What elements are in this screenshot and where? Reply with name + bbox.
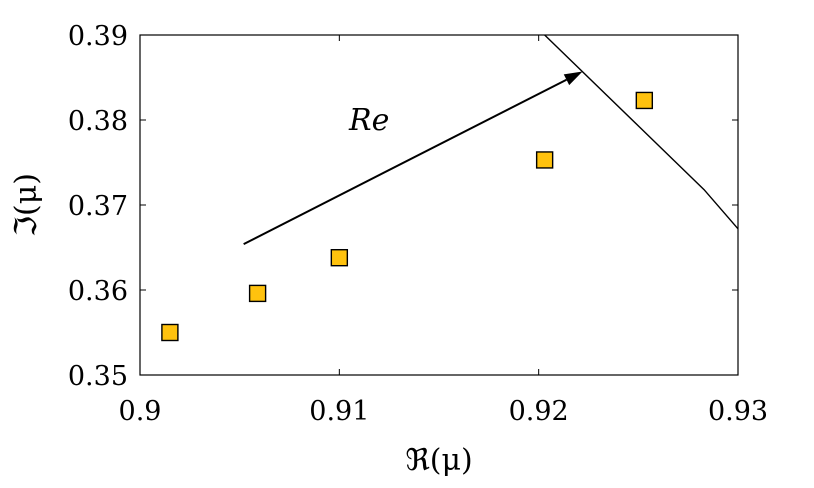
tick-labels: 0.9 0.91 0.92 0.93 0.35 0.36 0.37 0.38 0.39 <box>68 21 768 427</box>
x-tick-label: 0.91 <box>309 396 369 427</box>
y-tick-label: 0.39 <box>68 21 128 52</box>
axis-ticks <box>139 34 739 376</box>
boundary-curve-layer <box>544 35 738 230</box>
x-tick-label: 0.92 <box>509 396 569 427</box>
y-tick-label: 0.38 <box>68 106 128 137</box>
y-tick-label: 0.35 <box>68 361 128 392</box>
data-point-marker <box>161 323 179 342</box>
y-axis-title: ℑ(μ) <box>9 173 44 237</box>
x-axis-title: ℜ(μ) <box>405 443 472 478</box>
arrow-head <box>563 71 583 86</box>
x-tick-label: 0.93 <box>708 396 768 427</box>
data-point-marker <box>248 284 267 303</box>
y-tick-label: 0.37 <box>68 191 128 222</box>
y-tick-label: 0.36 <box>68 276 128 307</box>
plot-area <box>139 34 739 376</box>
arrow-label: Re <box>348 103 389 138</box>
data-point-marker <box>535 151 554 169</box>
data-point-marker <box>330 248 349 267</box>
data-point-marker <box>635 91 654 110</box>
data-points <box>161 91 654 342</box>
x-tick-label: 0.9 <box>119 396 162 427</box>
arrow-layer: Re <box>243 71 583 245</box>
arrow-shaft <box>243 78 567 245</box>
boundary-curve <box>544 35 738 230</box>
